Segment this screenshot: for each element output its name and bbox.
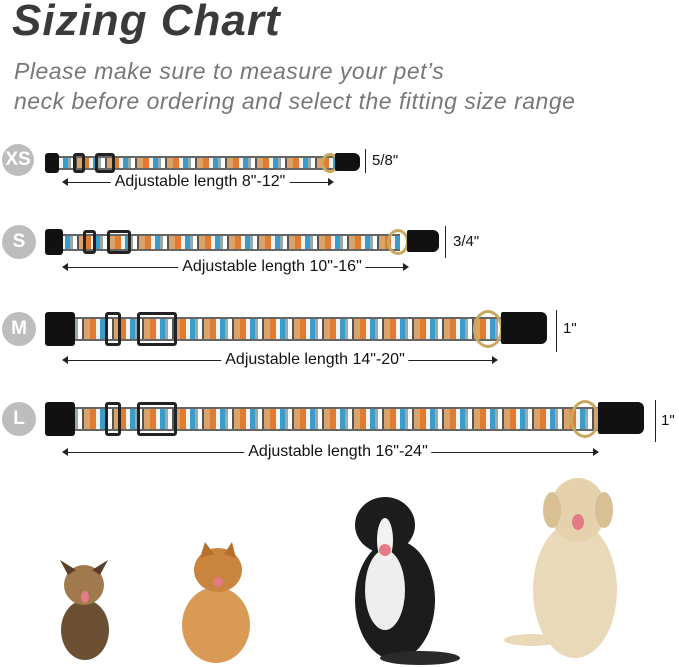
- yorkshire-terrier-image: [60, 560, 109, 660]
- width-label-m: 1": [563, 320, 577, 337]
- subtitle-line-1: Please make sure to measure your pet’s: [14, 58, 445, 84]
- border-collie-image: [355, 497, 460, 665]
- width-label-s: 3/4": [453, 233, 480, 250]
- length-label-xs: Adjustable length 8"-12": [110, 173, 290, 192]
- subtitle-line-2: neck before ordering and select the fitt…: [14, 88, 576, 114]
- dogs-illustration: [60, 478, 617, 665]
- size-badge-s: S: [2, 225, 36, 259]
- collar-s: [45, 229, 445, 255]
- width-label-l: 1": [661, 412, 675, 429]
- size-badge-xs: XS: [2, 144, 34, 176]
- length-label-l: Adjustable length 16"-24": [244, 443, 432, 462]
- width-label-xs: 5/8": [372, 152, 399, 169]
- length-label-m: Adjustable length 14"-20": [221, 351, 409, 370]
- pomeranian-image: [182, 542, 250, 663]
- collar-m: [45, 310, 555, 350]
- collar-xs: [45, 153, 365, 173]
- size-badge-m: M: [2, 312, 36, 346]
- golden-retriever-image: [504, 478, 617, 658]
- length-label-s: Adjustable length 10"-16": [178, 258, 366, 277]
- page-title: Sizing Chart: [12, 0, 281, 45]
- collar-l: [45, 400, 655, 440]
- size-badge-l: L: [2, 402, 36, 436]
